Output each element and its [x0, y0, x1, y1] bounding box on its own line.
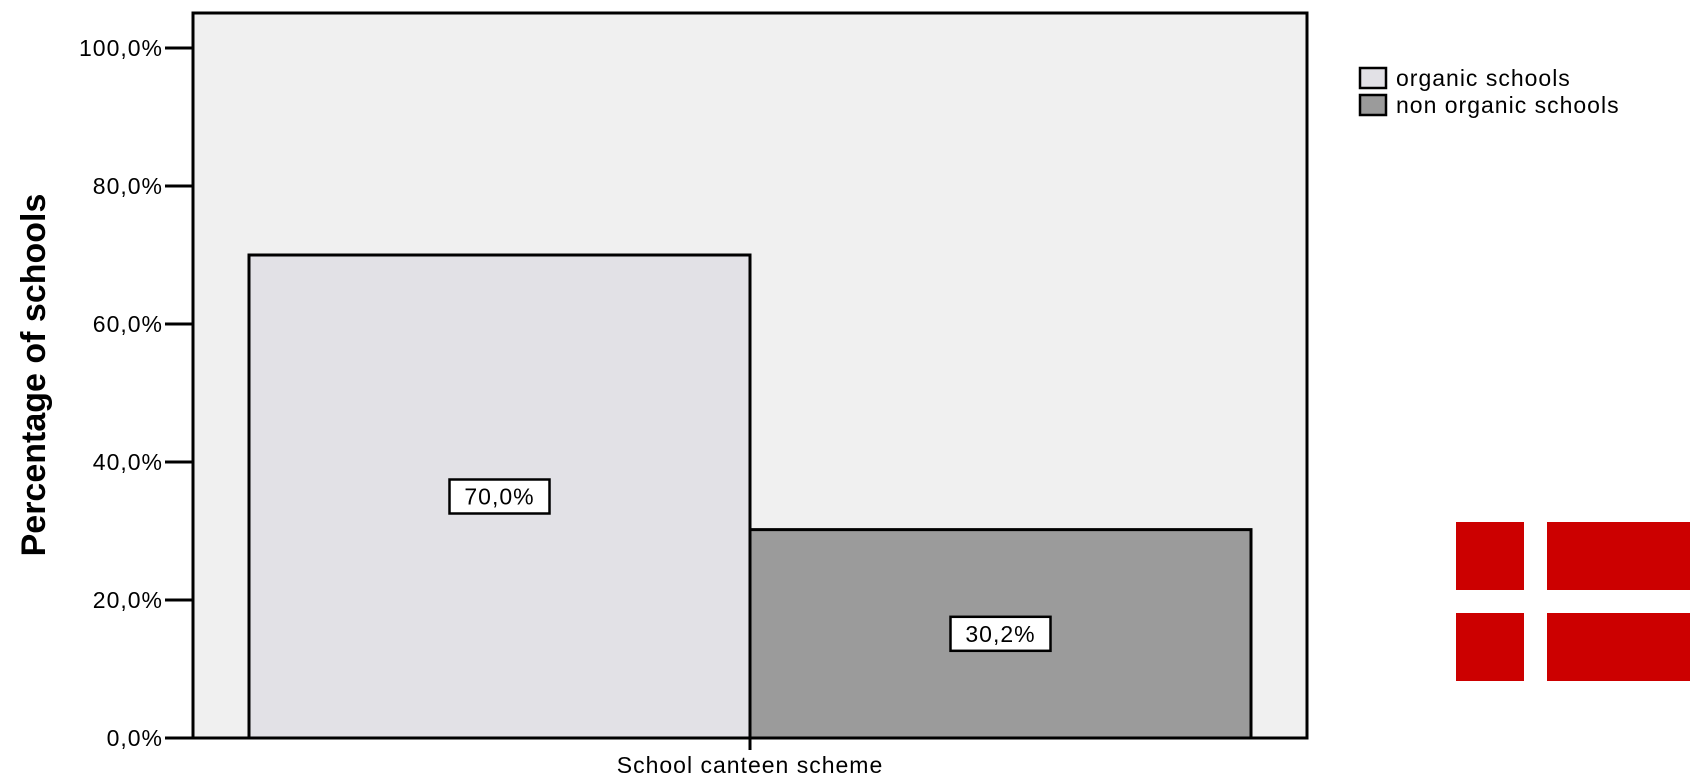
y-tick-label: 60,0% [93, 311, 163, 337]
legend-swatch [1358, 93, 1388, 117]
y-tick-label: 40,0% [93, 449, 163, 475]
legend-label: organic schools [1396, 65, 1571, 91]
y-axis: 0,0% 20,0% 40,0% 60,0% 80,0% 100,0% [79, 35, 193, 751]
y-tick-label: 0,0% [107, 725, 163, 751]
y-tick-label: 80,0% [93, 173, 163, 199]
data-label-box [448, 478, 551, 515]
data-label: 70,0% [464, 484, 534, 510]
legend-swatch [1358, 66, 1388, 90]
flag-cross-horizontal [1456, 590, 1690, 613]
legend-label: non organic schools [1396, 92, 1620, 118]
x-axis-label: School canteen scheme [617, 752, 884, 777]
y-axis-title: Percentage of schools [15, 194, 53, 557]
data-labels-group: 70,0% 30,2% [448, 478, 1052, 653]
data-label-box [949, 615, 1052, 653]
y-tick-label: 20,0% [93, 587, 163, 613]
data-label: 30,2% [965, 621, 1035, 647]
y-tick-label: 100,0% [79, 35, 163, 61]
denmark-flag-icon [1456, 522, 1690, 681]
